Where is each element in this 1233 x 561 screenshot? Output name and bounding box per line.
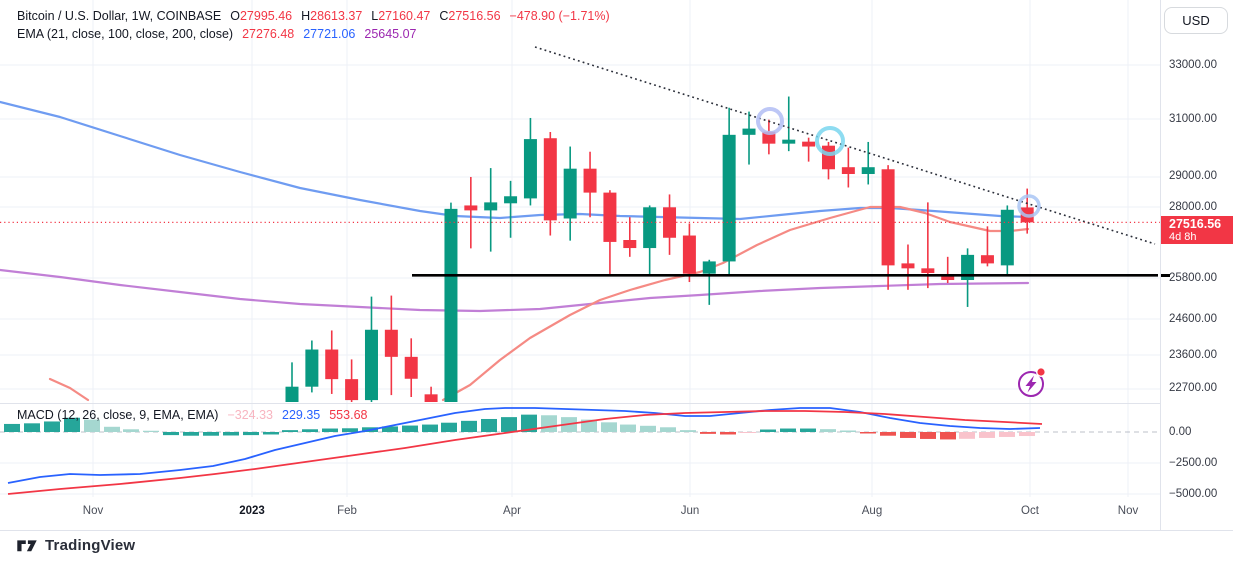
ohlc-value: C27516.56 xyxy=(439,9,501,23)
macd-signal-line xyxy=(7,410,1043,495)
current-price-badge: 27516.56 4d 8h xyxy=(1161,215,1233,244)
macd-axis-label: 0.00 xyxy=(1169,425,1192,438)
price-axis-label: 31000.00 xyxy=(1169,112,1217,125)
ohlc-values: O27995.46 H28613.37 L27160.47 C27516.56 xyxy=(221,9,500,23)
ema21-line xyxy=(48,377,90,402)
bar-countdown: 4d 8h xyxy=(1169,230,1197,243)
descending-trendline xyxy=(534,46,1156,245)
time-axis-label: Nov xyxy=(82,505,104,517)
macd-legend-row[interactable]: MACD (12, 26, close, 9, EMA, EMA) −324.33… xyxy=(17,406,367,424)
price-axis-label: 23600.00 xyxy=(1169,348,1217,361)
ohlc-value: H28613.37 xyxy=(301,9,363,23)
ema-value: 25645.07 xyxy=(364,27,417,41)
annotation-circle xyxy=(1017,194,1041,218)
ema200-line xyxy=(0,268,1030,313)
annotation-circle xyxy=(756,107,784,135)
ohlc-value: L27160.47 xyxy=(371,9,431,23)
current-price: 27516.56 xyxy=(1169,216,1222,231)
ema-value: 27721.06 xyxy=(303,27,356,41)
macd-value: 553.68 xyxy=(329,408,368,422)
time-axis-label: Jun xyxy=(680,505,700,517)
ema21-line xyxy=(441,205,1030,402)
support-line-axis-tick xyxy=(1161,273,1170,277)
price-axis-label: 29000.00 xyxy=(1169,170,1217,183)
price-axis[interactable]: USD 33000.00 31000.00 29000.00 28000.00 2580… xyxy=(1160,0,1233,530)
time-axis-label: Aug xyxy=(861,505,883,517)
time-axis-label: Nov xyxy=(1117,505,1139,517)
price-axis-label: 22700.00 xyxy=(1169,382,1217,395)
symbol-title[interactable]: Bitcoin / U.S. Dollar, 1W, COINBASE xyxy=(17,9,222,23)
tradingview-brand-text: TradingView xyxy=(45,537,136,554)
macd-axis-label: −5000.00 xyxy=(1169,487,1218,500)
macd-value: 229.35 xyxy=(282,408,321,422)
macd-values: −324.33 229.35 553.68 xyxy=(218,408,367,422)
ema-values: 27276.48 27721.06 25645.07 xyxy=(233,27,416,41)
flash-events-icon[interactable] xyxy=(1018,367,1046,397)
chart-canvas[interactable] xyxy=(0,0,1160,530)
time-axis-label: 2023 xyxy=(239,505,265,517)
ema-value: 27276.48 xyxy=(242,27,295,41)
ema-title[interactable]: EMA (21, close, 100, close, 200, close) xyxy=(17,27,234,41)
footer-bar: TradingView xyxy=(0,530,1233,560)
macd-axis-label: −2500.00 xyxy=(1169,456,1218,469)
change-value: −478.90 (−1.71%) xyxy=(509,9,610,23)
tradingview-logo-link[interactable]: TradingView xyxy=(16,537,135,554)
currency-toggle-button[interactable]: USD xyxy=(1164,7,1228,34)
ema-legend-row[interactable]: EMA (21, close, 100, close, 200, close) 2… xyxy=(17,25,610,43)
macd-histogram xyxy=(4,414,1035,440)
time-axis-label: Oct xyxy=(1021,505,1039,517)
ema100-line xyxy=(0,100,1030,221)
pane-separator[interactable] xyxy=(0,403,1233,404)
symbol-title-row[interactable]: Bitcoin / U.S. Dollar, 1W, COINBASE O2799… xyxy=(17,7,610,25)
symbol-legend: Bitcoin / U.S. Dollar, 1W, COINBASE O2799… xyxy=(17,7,610,43)
price-axis-label: 33000.00 xyxy=(1169,58,1217,71)
price-axis-label: 28000.00 xyxy=(1169,200,1217,213)
macd-value: −324.33 xyxy=(227,408,273,422)
time-axis[interactable]: Nov 2023 Feb Apr Jun Aug Oct Nov xyxy=(0,497,1160,530)
time-axis-label: Apr xyxy=(503,505,521,517)
main-pane xyxy=(0,96,1034,402)
price-axis-label: 24600.00 xyxy=(1169,312,1217,325)
annotation-circle xyxy=(815,126,845,156)
macd-pane xyxy=(0,407,1158,495)
ohlc-value: O27995.46 xyxy=(230,9,293,23)
candles-layer xyxy=(285,96,1034,402)
tradingview-logo-icon xyxy=(17,540,37,552)
time-axis-label: Feb xyxy=(337,505,357,517)
price-axis-label: 25800.00 xyxy=(1169,271,1217,284)
macd-title[interactable]: MACD (12, 26, close, 9, EMA, EMA) xyxy=(17,408,219,422)
